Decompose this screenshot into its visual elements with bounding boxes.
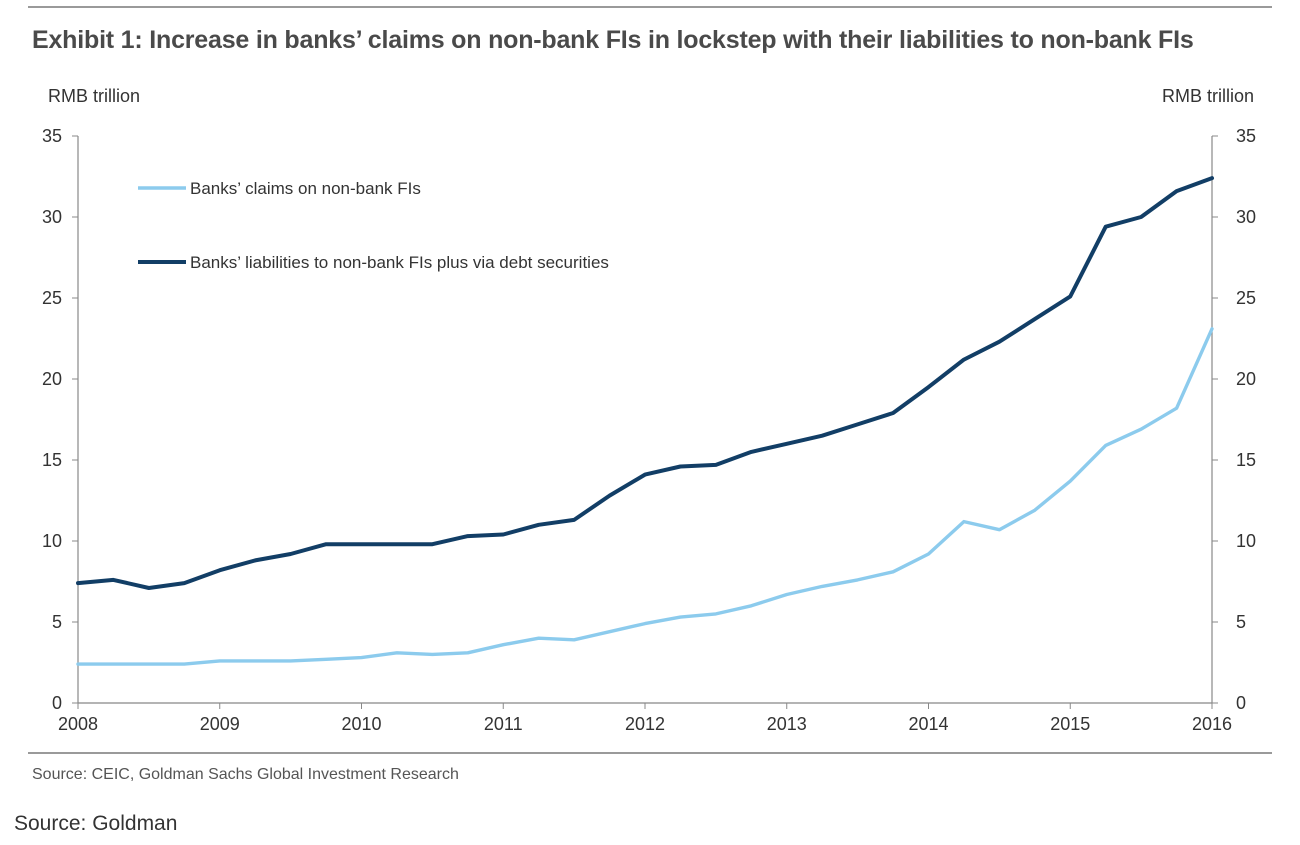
x-tick-label: 2009 bbox=[200, 714, 240, 734]
x-tick-label: 2015 bbox=[1050, 714, 1090, 734]
right-y-tick-label: 30 bbox=[1236, 207, 1256, 227]
source-note: Source: CEIC, Goldman Sachs Global Inves… bbox=[32, 766, 459, 783]
right-y-tick-label: 15 bbox=[1236, 450, 1256, 470]
x-tick-label: 2014 bbox=[908, 714, 948, 734]
left-y-tick-label: 5 bbox=[52, 612, 62, 632]
image-caption: Source: Goldman bbox=[14, 812, 178, 835]
bottom-rule bbox=[28, 752, 1272, 754]
right-y-tick-label: 0 bbox=[1236, 693, 1246, 713]
right-y-tick-label: 10 bbox=[1236, 531, 1256, 551]
left-y-tick-label: 20 bbox=[42, 369, 62, 389]
chart-title: Exhibit 1: Increase in banks’ claims on … bbox=[32, 26, 1194, 54]
series-line-1 bbox=[76, 327, 1214, 666]
x-tick-label: 2013 bbox=[767, 714, 807, 734]
x-tick-label: 2012 bbox=[625, 714, 665, 734]
x-tick-label: 2016 bbox=[1192, 714, 1232, 734]
top-rule bbox=[28, 6, 1272, 8]
x-tick-label: 2008 bbox=[58, 714, 98, 734]
left-y-tick-label: 15 bbox=[42, 450, 62, 470]
right-y-tick-label: 25 bbox=[1236, 288, 1256, 308]
legend-label-1: Banks’ claims on non-bank FIs bbox=[190, 179, 421, 198]
x-tick-label: 2010 bbox=[341, 714, 381, 734]
legend-label-2: Banks’ liabilities to non-bank FIs plus … bbox=[190, 253, 609, 272]
left-y-tick-label: 25 bbox=[42, 288, 62, 308]
right-y-tick-label: 20 bbox=[1236, 369, 1256, 389]
right-y-tick-label: 35 bbox=[1236, 126, 1256, 146]
series-line-2 bbox=[76, 176, 1214, 590]
x-tick-label: 2011 bbox=[484, 714, 523, 734]
left-y-tick-label: 30 bbox=[42, 207, 62, 227]
left-y-tick-label: 10 bbox=[42, 531, 62, 551]
left-axis-unit: RMB trillion bbox=[48, 86, 141, 106]
right-axis-unit: RMB trillion bbox=[1161, 86, 1254, 106]
right-y-tick-label: 5 bbox=[1236, 612, 1246, 632]
left-y-tick-label: 35 bbox=[42, 126, 62, 146]
left-y-tick-label: 0 bbox=[52, 693, 62, 713]
